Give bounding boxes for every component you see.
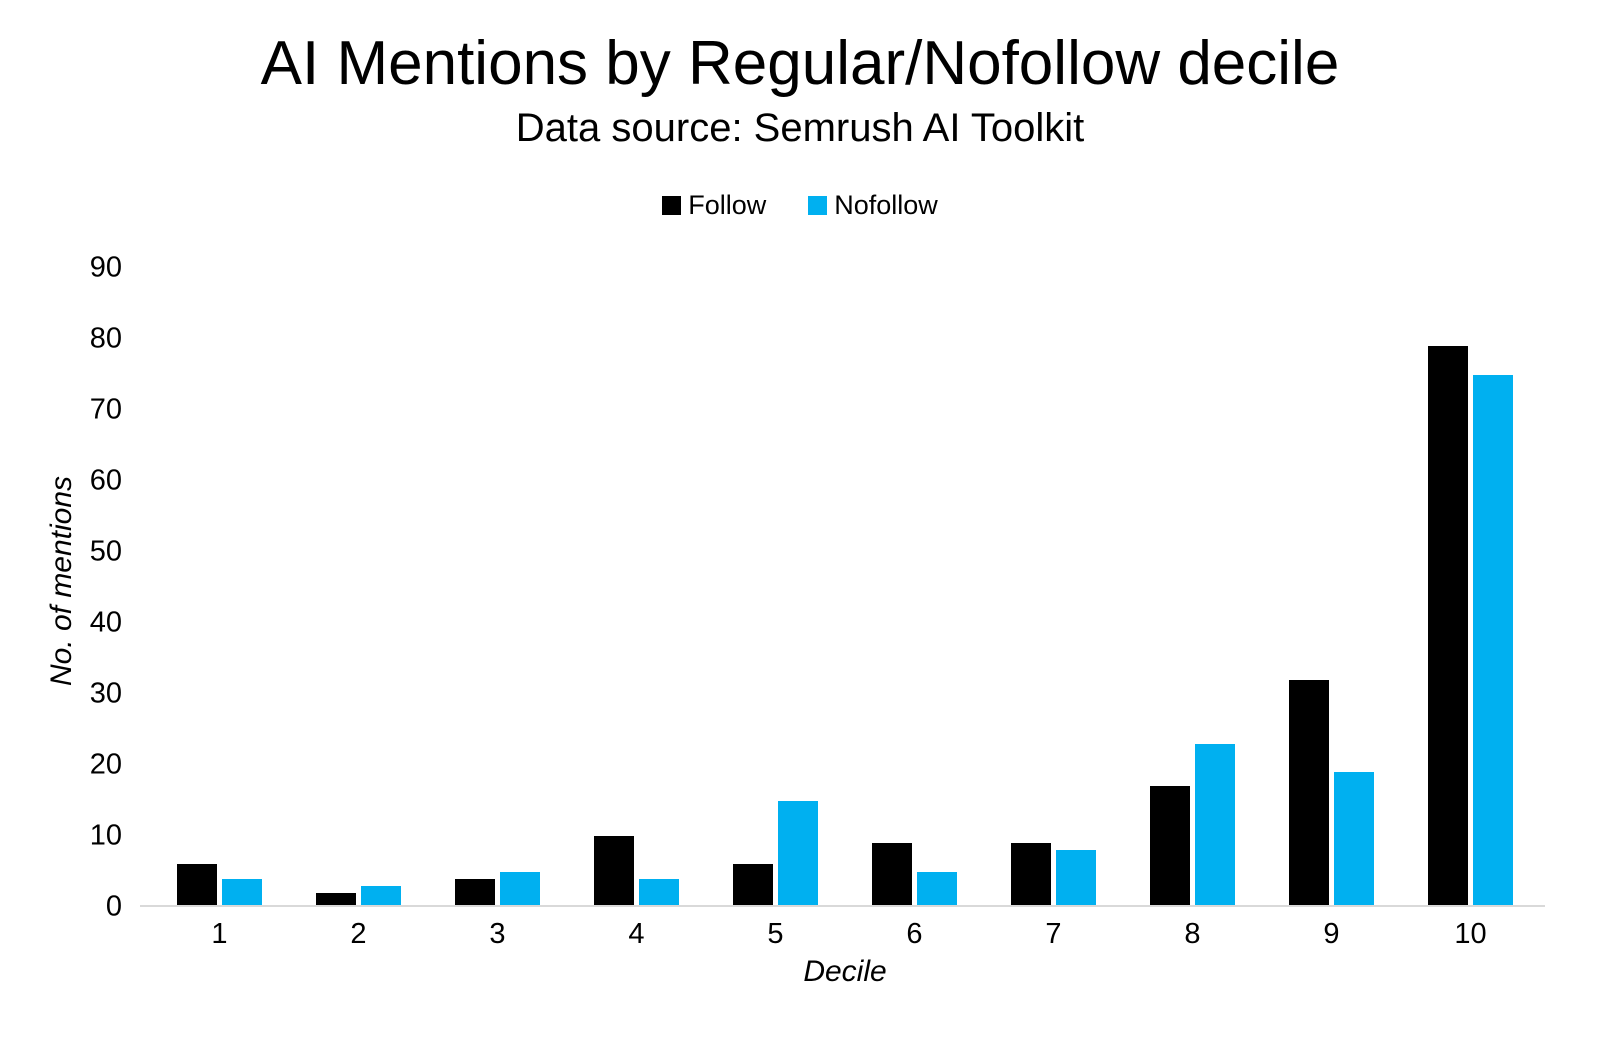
bar-nofollow-decile-3 [500, 871, 540, 907]
x-axis-labels: 1 2 3 4 5 6 7 8 9 10 [150, 918, 1540, 954]
y-tick-label-70: 70 [89, 393, 122, 426]
bar-follow-decile-9 [1289, 679, 1329, 907]
bar-follow-decile-4 [594, 836, 634, 907]
legend-swatch-nofollow-icon [808, 196, 828, 215]
y-tick-label-60: 60 [89, 464, 122, 497]
y-tick-label-40: 40 [89, 606, 122, 639]
x-tick-label-6: 6 [906, 918, 923, 950]
bar-nofollow-decile-8 [1195, 743, 1235, 907]
legend-item-follow: Follow [662, 190, 766, 221]
y-tick-label-50: 50 [89, 535, 122, 568]
bar-nofollow-decile-1 [222, 878, 262, 907]
bar-follow-decile-3 [455, 878, 495, 907]
bar-nofollow-decile-10 [1473, 374, 1513, 907]
chart-subtitle: Data source: Semrush AI Toolkit [515, 106, 1085, 150]
legend: Follow Nofollow [0, 190, 1600, 221]
legend-item-nofollow: Nofollow [808, 190, 938, 221]
bar-follow-decile-5 [733, 864, 773, 907]
bar-follow-decile-2 [316, 892, 356, 907]
y-tick-label-20: 20 [89, 748, 122, 781]
legend-swatch-follow-icon [662, 196, 682, 215]
bar-follow-decile-6 [872, 843, 912, 907]
bar-nofollow-decile-2 [361, 885, 401, 907]
x-axis-title: Decile [803, 955, 887, 988]
legend-label-nofollow: Nofollow [834, 190, 938, 220]
bar-follow-decile-7 [1011, 843, 1051, 907]
bar-nofollow-decile-9 [1334, 772, 1374, 907]
bar-follow-decile-8 [1150, 786, 1190, 907]
bar-nofollow-decile-6 [917, 871, 957, 907]
x-tick-label-9: 9 [1323, 918, 1340, 950]
x-tick-label-2: 2 [350, 918, 367, 950]
bar-nofollow-decile-5 [778, 800, 818, 907]
bar-nofollow-decile-4 [639, 878, 679, 907]
y-tick-label-30: 30 [89, 677, 122, 710]
x-tick-label-5: 5 [767, 918, 784, 950]
y-tick-label-10: 10 [89, 819, 122, 852]
x-tick-label-7: 7 [1045, 918, 1062, 950]
x-axis-line [140, 905, 1545, 907]
bar-follow-decile-10 [1428, 346, 1468, 907]
x-tick-label-1: 1 [211, 918, 228, 950]
x-tick-label-8: 8 [1184, 918, 1201, 950]
y-axis-ticks: 0 10 20 30 40 50 60 70 80 90 [58, 252, 122, 923]
y-tick-label-80: 80 [89, 322, 122, 355]
plot-area [150, 268, 1540, 907]
bar-follow-decile-1 [177, 864, 217, 907]
x-tick-label-4: 4 [628, 918, 645, 950]
y-tick-label-90: 90 [89, 251, 122, 284]
legend-label-follow: Follow [688, 190, 767, 220]
x-tick-label-10: 10 [1454, 918, 1487, 950]
chart-title: AI Mentions by Regular/Nofollow decile [260, 29, 1340, 98]
bar-nofollow-decile-7 [1056, 850, 1096, 907]
x-tick-label-3: 3 [489, 918, 506, 950]
y-tick-label-0: 0 [105, 890, 122, 923]
